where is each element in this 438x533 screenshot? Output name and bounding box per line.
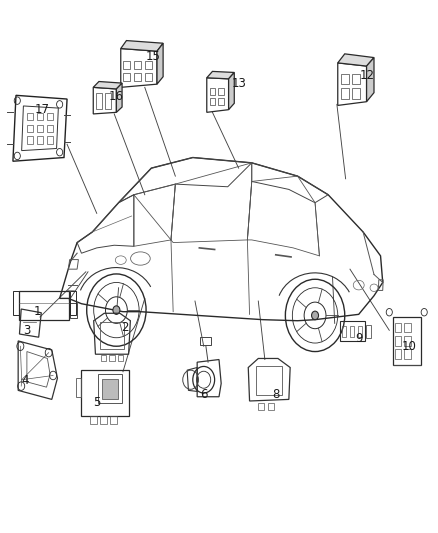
Bar	[145, 61, 152, 69]
Bar	[145, 72, 152, 80]
Bar	[46, 113, 53, 120]
Bar	[110, 416, 117, 424]
Circle shape	[311, 311, 318, 320]
Bar	[268, 403, 275, 410]
Bar	[71, 303, 77, 318]
Bar	[256, 366, 283, 395]
Text: 3: 3	[23, 324, 31, 337]
Polygon shape	[117, 83, 122, 112]
Text: 1: 1	[34, 305, 42, 318]
Bar	[210, 98, 215, 105]
Bar	[352, 74, 360, 84]
Bar	[98, 374, 122, 403]
Bar	[118, 356, 124, 361]
Bar	[404, 323, 411, 333]
Text: 13: 13	[231, 77, 246, 90]
Bar	[341, 88, 349, 99]
Text: 12: 12	[360, 69, 375, 82]
Bar	[46, 136, 53, 144]
Text: 15: 15	[146, 50, 161, 63]
Bar	[395, 323, 401, 333]
Bar	[210, 87, 215, 94]
Bar	[201, 337, 212, 345]
Bar	[395, 336, 401, 346]
Polygon shape	[121, 41, 163, 51]
Bar	[70, 290, 76, 314]
Bar	[90, 416, 97, 424]
Circle shape	[113, 306, 120, 314]
Bar	[101, 356, 106, 361]
Bar	[219, 87, 224, 94]
Bar	[258, 403, 265, 410]
Bar	[100, 416, 107, 424]
Polygon shape	[207, 71, 234, 79]
Bar	[37, 113, 43, 120]
Bar	[404, 336, 411, 346]
Text: 4: 4	[21, 374, 28, 387]
Bar	[76, 378, 81, 397]
Bar	[352, 88, 360, 99]
Bar	[110, 356, 115, 361]
Text: 6: 6	[200, 387, 208, 401]
Polygon shape	[367, 58, 374, 102]
Bar	[219, 98, 224, 105]
Bar	[27, 125, 33, 132]
Bar	[19, 290, 70, 320]
Text: 2: 2	[121, 321, 129, 334]
Bar	[102, 378, 118, 399]
Bar	[13, 290, 19, 314]
Bar	[404, 350, 411, 359]
Bar	[27, 136, 33, 144]
Bar	[350, 326, 354, 337]
Bar	[100, 322, 124, 349]
Polygon shape	[229, 72, 234, 110]
Text: 16: 16	[109, 90, 124, 103]
Text: 10: 10	[402, 340, 417, 353]
Bar	[105, 93, 110, 109]
Bar	[96, 93, 102, 109]
Bar	[342, 326, 346, 337]
Bar	[339, 321, 365, 342]
Bar	[366, 325, 371, 338]
Text: 9: 9	[355, 332, 363, 345]
Bar	[81, 370, 130, 416]
Bar	[46, 125, 53, 132]
Bar	[37, 125, 43, 132]
Bar	[341, 74, 349, 84]
Bar	[27, 113, 33, 120]
Text: 5: 5	[93, 395, 100, 409]
Polygon shape	[157, 43, 163, 84]
Bar	[392, 317, 421, 365]
Polygon shape	[93, 82, 122, 89]
Bar	[123, 61, 130, 69]
Bar	[37, 136, 43, 144]
Text: 17: 17	[35, 103, 49, 116]
Text: 8: 8	[272, 387, 279, 401]
Bar	[134, 72, 141, 80]
Polygon shape	[338, 54, 374, 66]
Bar	[123, 72, 130, 80]
Bar	[358, 326, 362, 337]
Bar	[395, 350, 401, 359]
Bar	[134, 61, 141, 69]
